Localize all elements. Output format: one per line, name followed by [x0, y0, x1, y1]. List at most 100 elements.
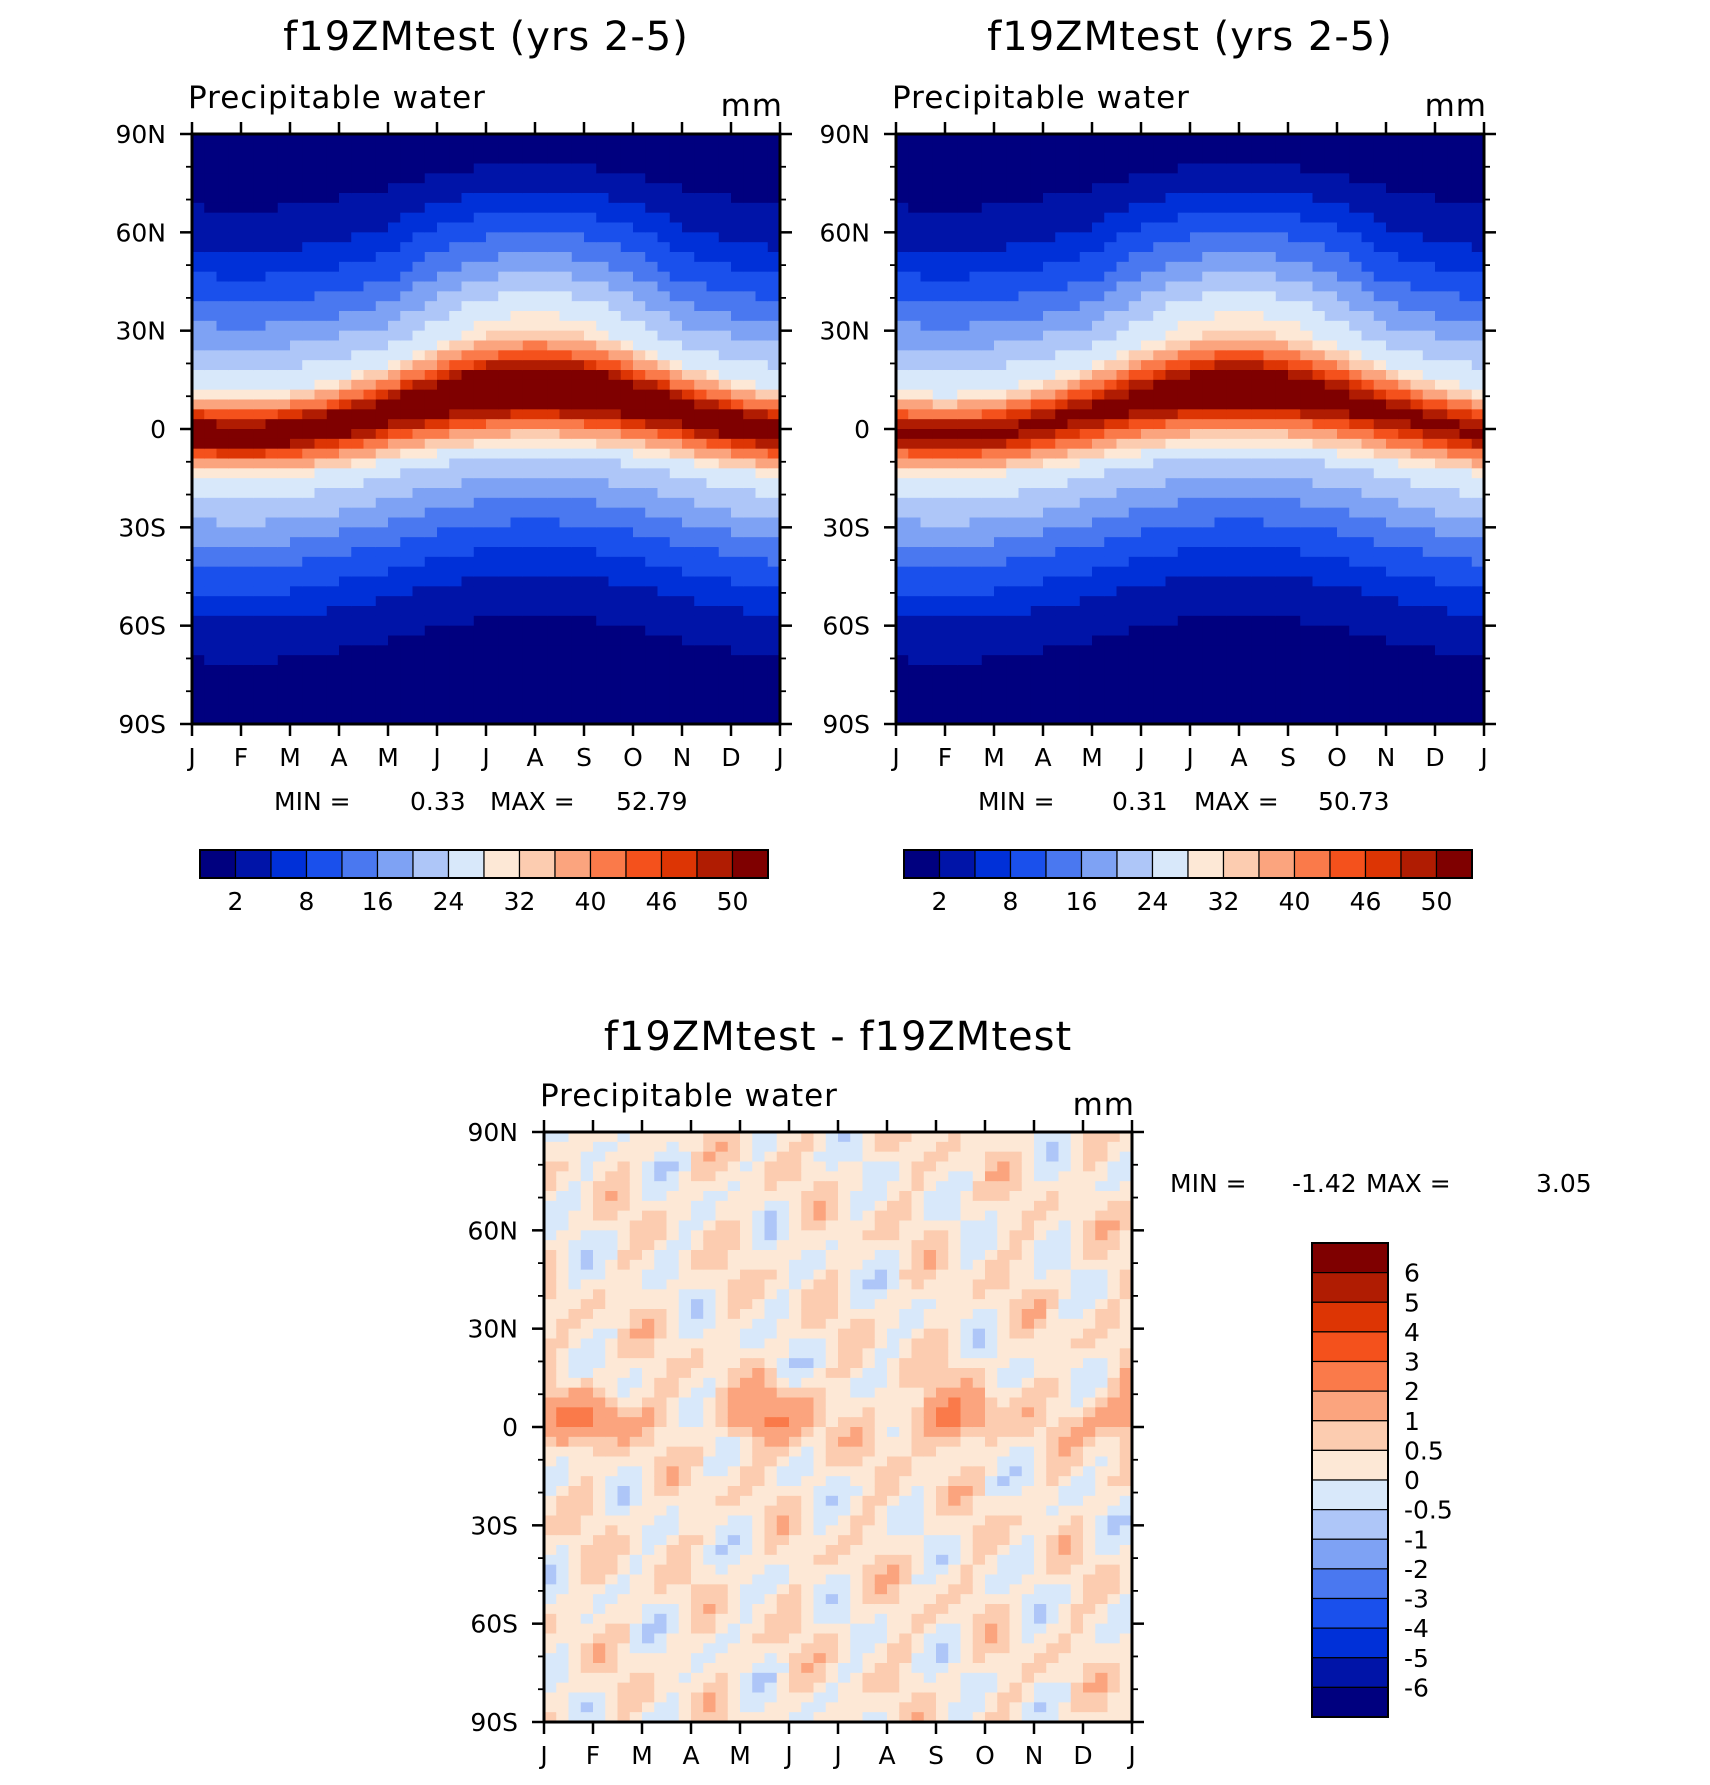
right-contour-cell	[1190, 527, 1203, 538]
right-contour-cell	[1153, 350, 1167, 361]
right-contour-cell	[1128, 655, 1142, 666]
left-contour-cell	[412, 674, 426, 686]
left-contour-cell	[767, 153, 780, 165]
right-contour-cell	[1043, 576, 1056, 587]
left-contour-cell	[718, 232, 732, 243]
right-contour-cell	[1116, 615, 1130, 627]
left-contour-cell	[522, 537, 536, 548]
right-contour-cell	[1067, 714, 1081, 724]
left-contour-cell	[351, 399, 365, 410]
right-contour-cell	[994, 645, 1007, 656]
left-contour-cell	[326, 183, 340, 194]
right-contour-cell	[1104, 714, 1118, 724]
right-contour-cell	[1104, 271, 1118, 283]
left-contour-cell	[633, 193, 646, 204]
left-contour-cell	[608, 458, 622, 469]
left-contour-cell	[302, 291, 316, 302]
right-contour-cell	[1079, 517, 1093, 528]
right-contour-cell	[1165, 370, 1179, 381]
right-contour-cell	[1043, 586, 1056, 597]
left-contour-cell	[424, 684, 438, 696]
left-contour-cell	[277, 468, 291, 479]
left-contour-cell	[669, 134, 683, 145]
left-contour-cell	[584, 370, 597, 381]
left-contour-cell	[363, 252, 377, 263]
right-contour-cell	[957, 537, 971, 548]
left-contour-cell	[241, 320, 254, 332]
right-contour-cell	[1067, 566, 1081, 578]
left-contour-cell	[743, 379, 757, 391]
left-contour-cell	[755, 202, 769, 214]
left-contour-cell	[388, 409, 401, 420]
left-contour-cell	[192, 665, 205, 676]
left-contour-cell	[522, 665, 536, 676]
left-contour-cell	[473, 222, 487, 233]
left-contour-cell	[498, 635, 512, 646]
right-contour-cell	[896, 301, 909, 312]
left-contour-cell	[633, 379, 646, 391]
left-contour-cell	[706, 586, 720, 597]
right-contour-cell	[896, 527, 909, 538]
left-contour-cell	[718, 340, 732, 351]
left-contour-cell	[424, 242, 438, 253]
right-contour-cell	[1079, 291, 1093, 302]
left-contour-cell	[216, 163, 230, 174]
right-contour-cell	[1018, 163, 1032, 174]
right-contour-cell	[1104, 409, 1118, 420]
left-contour-cell	[424, 370, 438, 381]
left-contour-cell	[522, 458, 536, 469]
right-contour-cell	[1275, 468, 1289, 479]
left-contour-cell	[449, 625, 463, 637]
left-contour-cell	[571, 704, 585, 715]
right-contour-cell	[1177, 261, 1191, 273]
left-contour-cell	[486, 360, 499, 371]
right-contour-cell	[1006, 429, 1020, 440]
right-contour-cell	[920, 320, 934, 332]
left-contour-cell	[302, 409, 316, 420]
left-contour-cell	[204, 143, 218, 155]
colorbar-label: 32	[504, 887, 536, 916]
left-contour-cell	[204, 488, 218, 499]
left-contour-cell	[461, 507, 475, 519]
right-contour-cell	[1153, 645, 1167, 656]
left-contour-cell	[228, 537, 242, 548]
right-contour-cell	[1202, 497, 1216, 509]
left-contour-cell	[522, 153, 536, 165]
left-contour-cell	[682, 665, 695, 676]
left-contour-cell	[767, 586, 780, 597]
left-contour-cell	[522, 193, 536, 204]
right-contour-cell	[1275, 517, 1289, 528]
right-contour-cell	[1177, 311, 1191, 322]
left-contour-cell	[253, 232, 267, 243]
left-contour-cell	[216, 143, 230, 155]
right-contour-cell	[932, 163, 946, 174]
right-contour-cell	[957, 547, 971, 558]
right-contour-cell	[1006, 173, 1020, 184]
left-contour-cell	[498, 576, 512, 587]
left-contour-cell	[204, 625, 218, 637]
left-contour-cell	[694, 143, 708, 155]
right-contour-cell	[981, 586, 995, 597]
left-contour-cell	[449, 438, 463, 450]
right-contour-cell	[1226, 586, 1240, 597]
left-contour-cell	[755, 389, 769, 401]
left-contour-cell	[559, 478, 573, 489]
right-contour-cell	[1141, 537, 1154, 548]
right-contour-cell	[1128, 625, 1142, 637]
right-contour-cell	[1239, 714, 1252, 724]
left-contour-cell	[743, 507, 757, 519]
left-contour-cell	[326, 360, 340, 371]
left-contour-cell	[498, 606, 512, 617]
right-contour-cell	[1190, 655, 1203, 666]
right-contour-cell	[1055, 212, 1069, 224]
right-contour-cell	[1300, 173, 1314, 184]
left-contour-cell	[314, 497, 328, 509]
left-contour-cell	[192, 232, 205, 243]
left-contour-cell	[755, 173, 769, 184]
left-contour-cell	[718, 173, 732, 184]
right-contour-cell	[1043, 350, 1056, 361]
right-contour-cell	[1153, 291, 1167, 302]
left-contour-cell	[461, 360, 475, 371]
right-contour-cell	[920, 261, 934, 273]
left-contour-cell	[241, 556, 254, 568]
